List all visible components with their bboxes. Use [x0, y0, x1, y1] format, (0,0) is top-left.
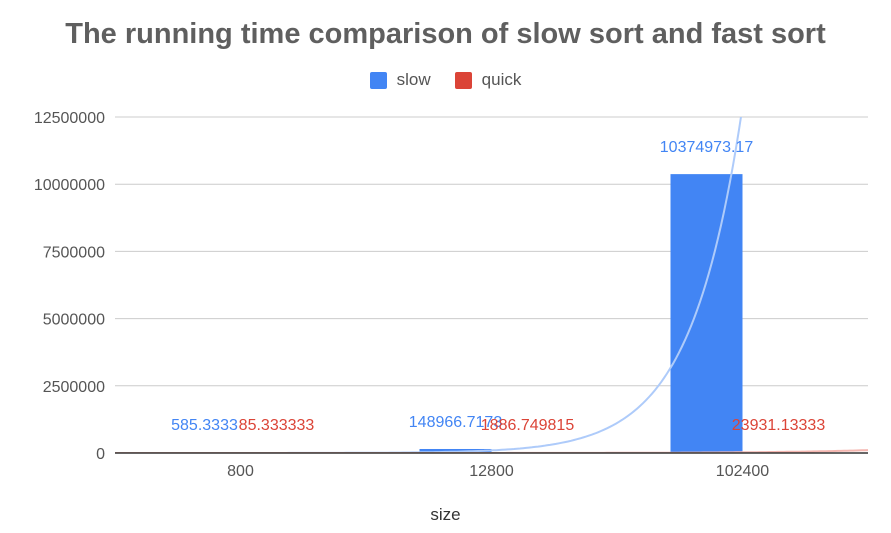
y-tick-label: 2500000 — [43, 379, 105, 396]
y-tick-label: 5000000 — [43, 312, 105, 329]
data-label-quick-102400: 23931.13333 — [732, 417, 826, 434]
legend: slow quick — [0, 70, 891, 90]
x-tick-label: 800 — [227, 463, 254, 480]
data-label-slow-12800: 148966.7173 — [409, 414, 503, 431]
legend-label-slow: slow — [396, 70, 431, 89]
data-label-quick-12800: 1886.749815 — [481, 417, 575, 434]
chart-title: The running time comparison of slow sort… — [65, 18, 826, 50]
x-tick-label: 12800 — [469, 463, 514, 480]
trendline-slow — [115, 117, 742, 453]
legend-label-quick: quick — [481, 70, 522, 89]
legend-item-slow[interactable]: slow — [369, 70, 431, 90]
y-tick-label: 7500000 — [43, 244, 105, 261]
legend-item-quick[interactable]: quick — [454, 70, 522, 90]
y-tick-label: 12500000 — [34, 110, 105, 127]
y-tick-label: 10000000 — [34, 177, 105, 194]
bar-slow-102400 — [670, 174, 743, 453]
y-tick-label: 0 — [96, 446, 105, 463]
data-label-quick-800: 85.333333 — [239, 417, 315, 434]
x-axis-label: size — [430, 505, 461, 524]
data-label-slow-102400: 10374973.17 — [660, 139, 754, 156]
data-label-slow-800: 585.3333 — [171, 417, 238, 434]
x-tick-label: 102400 — [716, 463, 769, 480]
legend-swatch-slow — [369, 71, 387, 89]
legend-swatch-quick — [454, 71, 472, 89]
